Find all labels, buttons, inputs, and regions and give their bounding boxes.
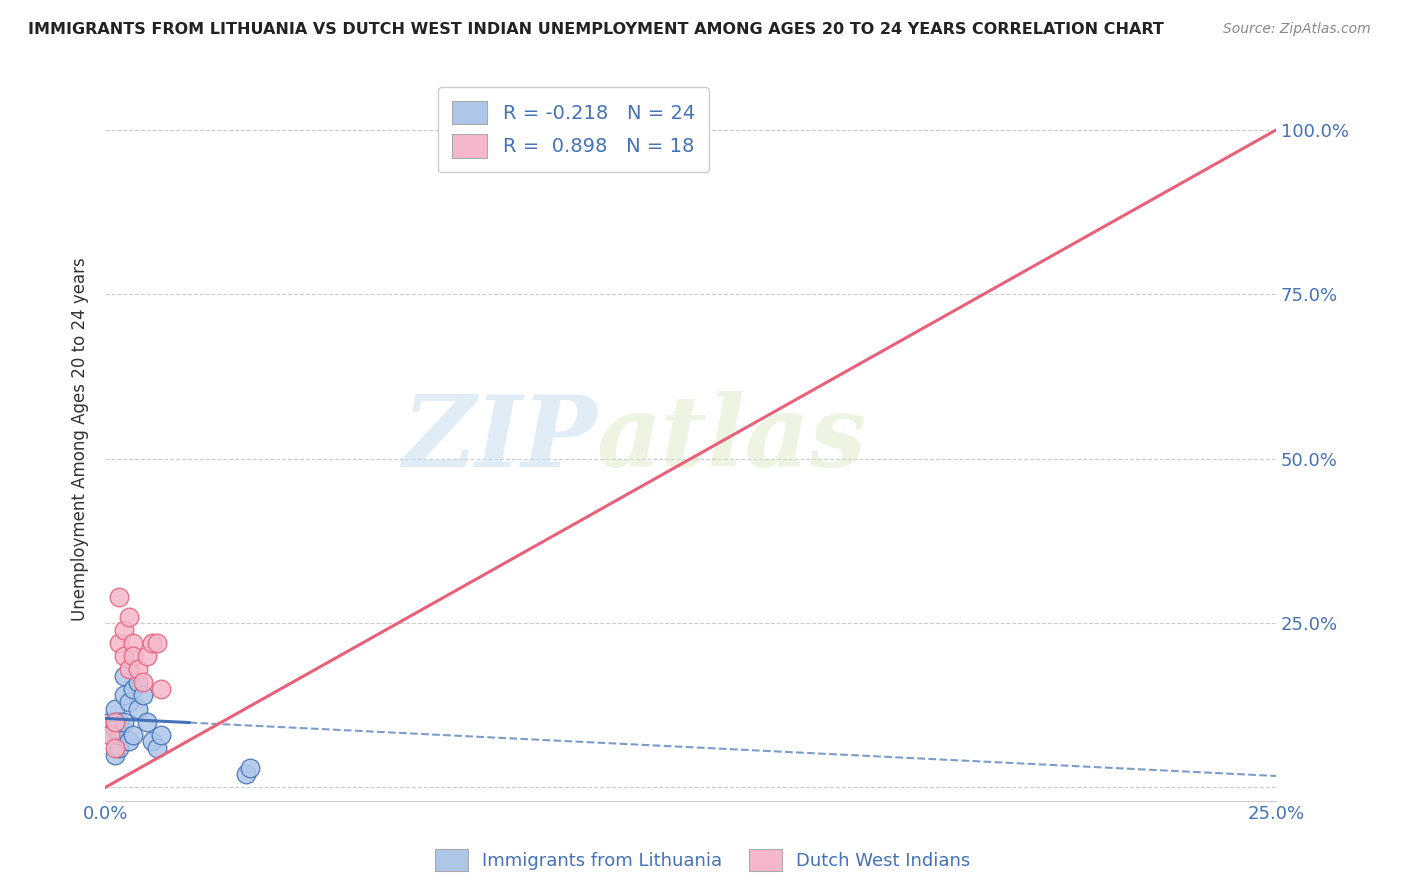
Point	[136, 714, 159, 729]
Point	[127, 701, 149, 715]
Point	[150, 728, 173, 742]
Point	[98, 728, 121, 742]
Point	[98, 714, 121, 729]
Legend: R = -0.218   N = 24, R =  0.898   N = 18: R = -0.218 N = 24, R = 0.898 N = 18	[439, 87, 709, 171]
Point	[108, 590, 131, 604]
Point	[122, 728, 145, 742]
Point	[468, 149, 491, 163]
Point	[145, 741, 167, 756]
Point	[112, 714, 135, 729]
Text: atlas: atlas	[598, 391, 868, 487]
Point	[112, 648, 135, 663]
Legend: Immigrants from Lithuania, Dutch West Indians: Immigrants from Lithuania, Dutch West In…	[427, 842, 979, 879]
Point	[131, 675, 153, 690]
Point	[131, 689, 153, 703]
Point	[141, 636, 163, 650]
Point	[239, 761, 262, 775]
Point	[108, 636, 131, 650]
Point	[103, 747, 125, 762]
Point	[103, 721, 125, 735]
Point	[127, 675, 149, 690]
Point	[108, 714, 131, 729]
Point	[141, 734, 163, 748]
Point	[112, 689, 135, 703]
Point	[136, 648, 159, 663]
Point	[117, 662, 139, 676]
Y-axis label: Unemployment Among Ages 20 to 24 years: Unemployment Among Ages 20 to 24 years	[72, 257, 89, 621]
Point	[112, 669, 135, 683]
Point	[122, 648, 145, 663]
Text: Source: ZipAtlas.com: Source: ZipAtlas.com	[1223, 22, 1371, 37]
Text: IMMIGRANTS FROM LITHUANIA VS DUTCH WEST INDIAN UNEMPLOYMENT AMONG AGES 20 TO 24 : IMMIGRANTS FROM LITHUANIA VS DUTCH WEST …	[28, 22, 1164, 37]
Point	[103, 741, 125, 756]
Point	[117, 609, 139, 624]
Point	[122, 636, 145, 650]
Point	[103, 701, 125, 715]
Point	[117, 695, 139, 709]
Point	[117, 734, 139, 748]
Point	[145, 636, 167, 650]
Point	[150, 681, 173, 696]
Text: ZIP: ZIP	[402, 391, 598, 487]
Point	[108, 728, 131, 742]
Point	[235, 767, 257, 781]
Point	[108, 741, 131, 756]
Point	[127, 662, 149, 676]
Point	[98, 728, 121, 742]
Point	[103, 714, 125, 729]
Point	[122, 681, 145, 696]
Point	[112, 623, 135, 637]
